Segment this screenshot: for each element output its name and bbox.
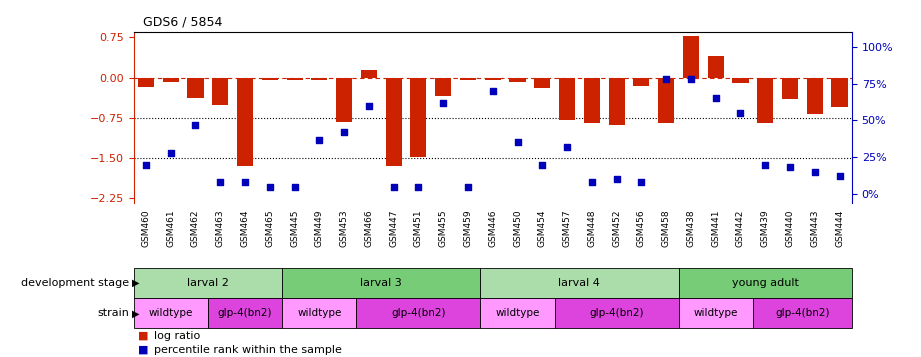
Text: young adult: young adult [732, 278, 799, 288]
Point [733, 110, 748, 116]
Bar [237, 78, 253, 166]
Point [808, 169, 822, 175]
Point [163, 150, 178, 156]
Text: ■: ■ [138, 331, 148, 341]
Point [287, 184, 302, 190]
Point [188, 122, 203, 128]
Bar [356, 298, 481, 328]
Point [560, 144, 575, 150]
Point [585, 179, 600, 185]
Point [411, 184, 426, 190]
Point [386, 184, 401, 190]
Bar [134, 298, 208, 328]
Bar [534, 78, 551, 89]
Point [460, 184, 475, 190]
Bar [163, 78, 179, 82]
Point [436, 100, 450, 106]
Bar [509, 78, 526, 82]
Point [609, 176, 624, 182]
Point [262, 184, 277, 190]
Text: wildtype: wildtype [495, 308, 540, 318]
Bar [484, 78, 501, 80]
Bar [679, 298, 752, 328]
Bar [584, 78, 600, 123]
Bar [138, 78, 154, 87]
Bar [707, 56, 724, 78]
Bar [554, 298, 679, 328]
Bar [311, 78, 327, 80]
Bar [634, 78, 649, 86]
Bar [134, 268, 282, 298]
Text: ▶: ▶ [132, 308, 139, 318]
Text: larval 4: larval 4 [558, 278, 600, 288]
Point [833, 174, 847, 179]
Bar [282, 268, 481, 298]
Text: glp-4(bn2): glp-4(bn2) [217, 308, 273, 318]
Point [708, 95, 723, 101]
Bar [188, 78, 204, 98]
Bar [208, 298, 282, 328]
Bar [435, 78, 451, 96]
Point [337, 129, 352, 135]
Point [312, 137, 327, 142]
Text: glp-4(bn2): glp-4(bn2) [391, 308, 446, 318]
Bar [682, 36, 699, 78]
Bar [460, 78, 476, 80]
Text: GDS6 / 5854: GDS6 / 5854 [143, 16, 222, 29]
Bar [481, 268, 679, 298]
Point [683, 76, 698, 82]
Text: glp-4(bn2): glp-4(bn2) [589, 308, 644, 318]
Text: wildtype: wildtype [694, 308, 738, 318]
Text: glp-4(bn2): glp-4(bn2) [775, 308, 830, 318]
Text: ■: ■ [138, 345, 148, 355]
Text: development stage: development stage [21, 278, 129, 288]
Point [213, 179, 227, 185]
Point [634, 179, 648, 185]
Bar [782, 78, 798, 99]
Bar [659, 78, 674, 123]
Point [485, 88, 500, 94]
Text: wildtype: wildtype [148, 308, 192, 318]
Bar [559, 78, 575, 121]
Bar [832, 78, 847, 107]
Bar [336, 78, 352, 121]
Point [758, 162, 773, 167]
Bar [262, 78, 278, 80]
Bar [386, 78, 402, 166]
Bar [361, 70, 377, 78]
Text: larval 3: larval 3 [360, 278, 402, 288]
Point [535, 162, 550, 167]
Bar [609, 78, 624, 125]
Point [783, 165, 798, 170]
Bar [732, 78, 749, 83]
Text: ▶: ▶ [132, 278, 139, 288]
Bar [757, 78, 774, 123]
Bar [411, 78, 426, 157]
Point [362, 103, 377, 109]
Text: larval 2: larval 2 [187, 278, 228, 288]
Text: strain: strain [97, 308, 129, 318]
Bar [752, 298, 852, 328]
Text: log ratio: log ratio [154, 331, 200, 341]
Bar [481, 298, 554, 328]
Bar [286, 78, 303, 80]
Point [138, 162, 153, 167]
Point [659, 76, 673, 82]
Bar [212, 78, 228, 106]
Point [510, 140, 525, 145]
Text: percentile rank within the sample: percentile rank within the sample [154, 345, 342, 355]
Bar [679, 268, 852, 298]
Bar [807, 78, 822, 114]
Point [238, 179, 252, 185]
Text: wildtype: wildtype [297, 308, 342, 318]
Bar [282, 298, 356, 328]
